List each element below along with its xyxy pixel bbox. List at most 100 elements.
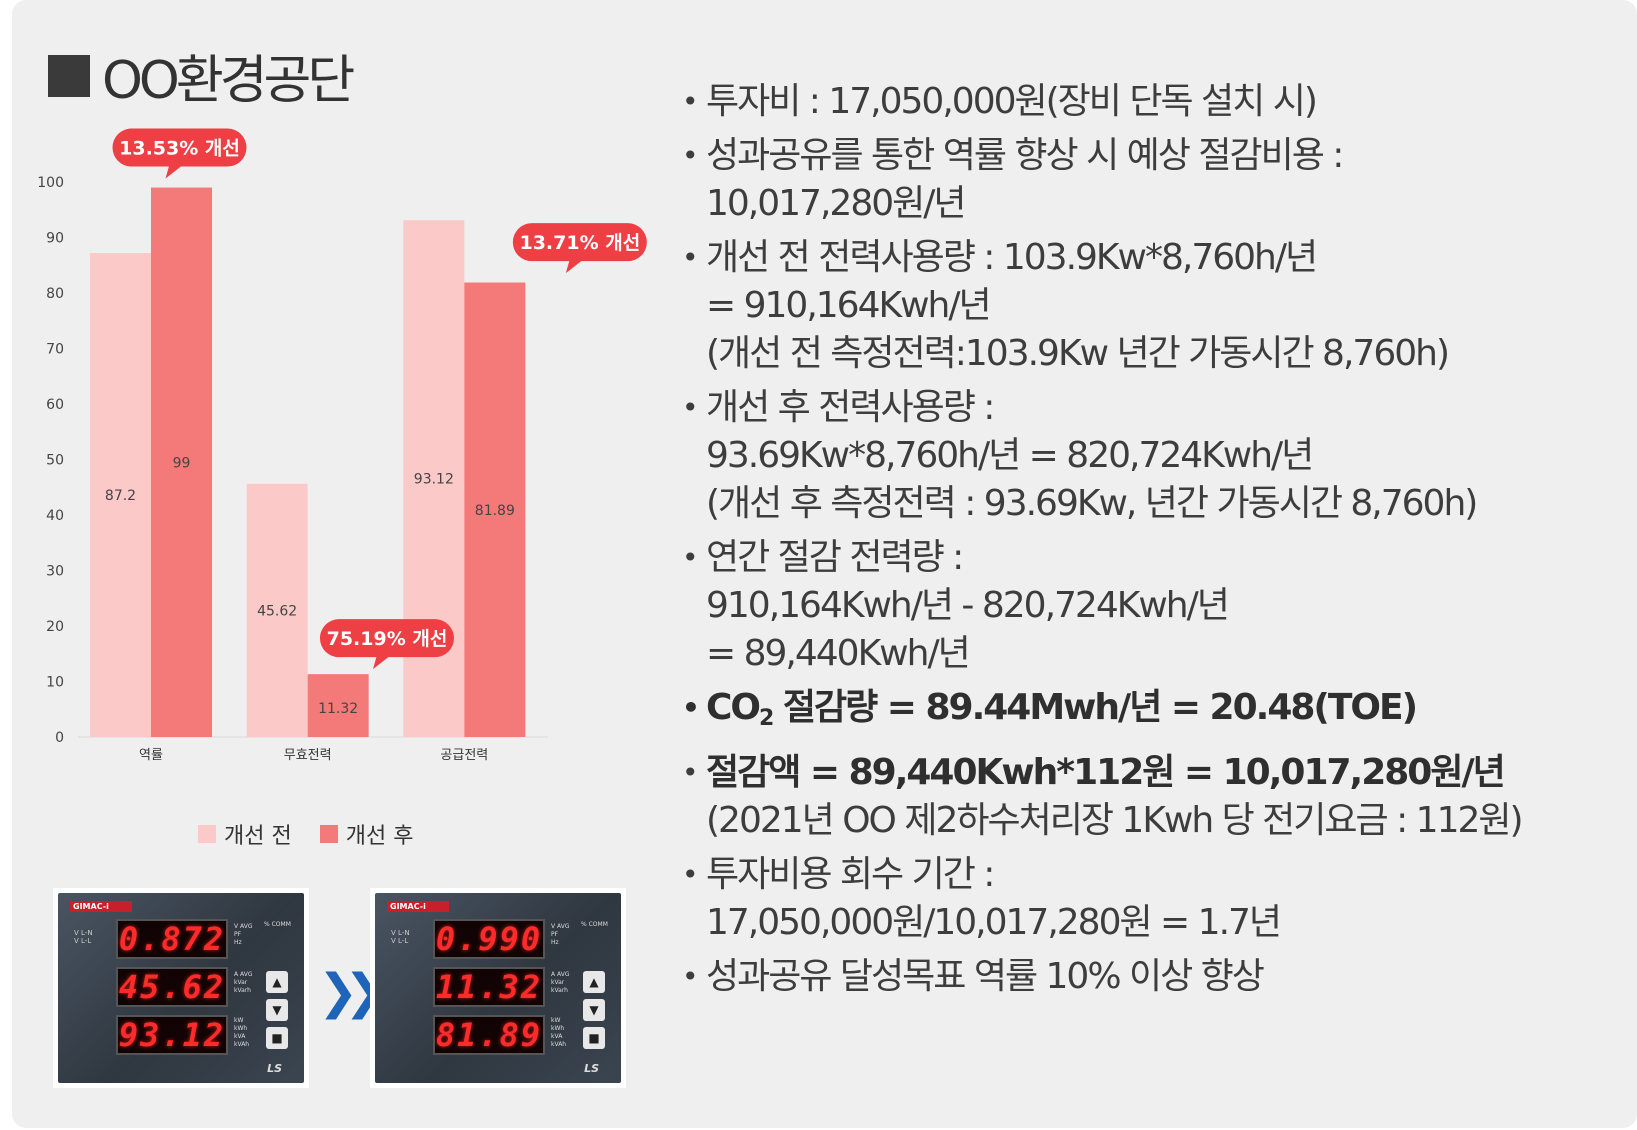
bullet-savings-amount: 절감액 = 89,440Kwh*112원 = 10,017,280원/년 (20… xyxy=(682,749,1622,845)
bullet-investment: 투자비 : 17,050,000원(장비 단독 설치 시) xyxy=(682,78,1622,126)
up-arrow-icon: ▲ xyxy=(583,971,605,993)
meter-units: V AVG PF Hz xyxy=(234,923,253,946)
meter-value: 0.872 xyxy=(118,920,226,958)
co2-rest: 절감량 = 89.44Mwh/년 = 20.48(TOE) xyxy=(772,687,1418,728)
callout-label: 13.71% 개선 xyxy=(519,232,640,254)
bar xyxy=(246,483,308,737)
y-tick-label: 30 xyxy=(46,564,64,580)
meter-value: 11.32 xyxy=(435,968,543,1006)
meter-value: 81.89 xyxy=(435,1016,543,1054)
bar xyxy=(151,187,212,738)
legend-item-before: 개선 전 xyxy=(198,818,292,850)
meter-face: GIMAC-i % COMM V L-N V L-L 0.872 45.62 93… xyxy=(58,893,304,1083)
legend-label-before: 개선 전 xyxy=(224,824,292,849)
x-tick-label: 무효전력 xyxy=(284,748,332,763)
bullet-annual-reduction: 연간 절감 전력량 : 910,164Kwh/년 - 820,724Kwh/년 … xyxy=(682,534,1622,678)
legend-swatch-after xyxy=(319,825,338,843)
bullet-power-after: 개선 후 전력사용량 : 93.69Kw*8,760h/년 = 820,724K… xyxy=(682,384,1622,528)
y-tick-label: 10 xyxy=(46,675,64,691)
bullet-co2-reduction: CO2 절감량 = 89.44Mwh/년 = 20.48(TOE) xyxy=(682,684,1622,743)
co2-subscript: 2 xyxy=(759,706,774,731)
y-tick-label: 50 xyxy=(46,453,64,469)
x-tick-label: 역률 xyxy=(139,748,163,763)
callout-label: 13.53% 개선 xyxy=(119,138,240,160)
meter-comm-label: % COMM xyxy=(581,921,608,928)
meter-logo: LS xyxy=(584,1062,599,1075)
meter-label: V L-N V L-L xyxy=(74,929,93,945)
bar-chart: 0 10 20 30 40 50 60 70 80 90 100 87.2 99 역률 45.62 11.32… xyxy=(37,128,647,763)
bullet-payback-period: 투자비용 회수 기간 : 17,050,000원/10,017,280원 = 1… xyxy=(682,851,1622,947)
callout-tail xyxy=(565,259,584,274)
meter-label: V L-N V L-L xyxy=(391,929,410,945)
y-tick-label: 0 xyxy=(55,730,64,746)
meter-value: 45.62 xyxy=(118,968,226,1006)
meter-display-row: 93.12 xyxy=(116,1015,228,1055)
callout-bubble xyxy=(512,223,647,262)
title-square-icon xyxy=(48,54,90,97)
callout-tail xyxy=(372,655,391,670)
meter-brand: GIMAC-i xyxy=(387,901,449,912)
bullet-list: 투자비 : 17,050,000원(장비 단독 설치 시) 성과공유를 통한 역… xyxy=(682,78,1622,1007)
meter-value: 0.990 xyxy=(435,920,543,958)
data-label: 87.2 xyxy=(105,488,136,504)
bar xyxy=(90,253,151,738)
y-tick-label: 80 xyxy=(46,286,64,302)
bar xyxy=(307,674,369,737)
bullet-line: 17,050,000원/10,017,280원 = 1.7년 xyxy=(706,902,1282,943)
square-button-icon: ■ xyxy=(583,1027,605,1049)
y-tick-label: 70 xyxy=(46,342,64,358)
data-label: 81.89 xyxy=(475,503,515,519)
callout-bubble xyxy=(112,128,247,167)
square-button-icon: ■ xyxy=(266,1027,288,1049)
data-label: 45.62 xyxy=(257,603,297,619)
bullet-note: (2021년 OO 제2하수처리장 1Kwh 당 전기요금 : 112원) xyxy=(706,800,1524,841)
bullet-line: 10,017,280원/년 xyxy=(706,183,967,224)
bullet-line: CO2 절감량 = 89.44Mwh/년 = 20.48(TOE) xyxy=(706,684,1622,743)
meter-display-row: 81.89 xyxy=(433,1015,545,1055)
meter-brand: GIMAC-i xyxy=(70,901,132,912)
bullet-line: 투자비 : 17,050,000원(장비 단독 설치 시) xyxy=(706,81,1318,122)
down-arrow-icon: ▼ xyxy=(266,999,288,1021)
bullet-line: 투자비용 회수 기간 : xyxy=(706,854,995,895)
bullet-power-before: 개선 전 전력사용량 : 103.9Kw*8,760h/년 = 910,164K… xyxy=(682,234,1622,378)
meter-units: A AVG kVar kVarh xyxy=(234,971,253,994)
page-title-text: OO환경공단 xyxy=(102,51,355,111)
bullet-line: 성과공유 달성목표 역률 10% 이상 향상 xyxy=(706,956,1265,997)
data-label: 93.12 xyxy=(414,472,454,488)
bullet-line: 연간 절감 전력량 : xyxy=(706,537,964,578)
legend-swatch-before xyxy=(198,825,216,843)
legend-item-after: 개선 후 xyxy=(319,818,414,850)
bullet-line: = 89,440Kwh/년 xyxy=(706,633,971,674)
meter-face: GIMAC-i % COMM V L-N V L-L 0.990 11.32 81… xyxy=(375,893,621,1083)
bullet-line: (개선 후 측정전력 : 93.69Kw, 년간 가동시간 8,760h) xyxy=(706,483,1478,524)
data-label: 99 xyxy=(173,455,191,471)
meter-value: 93.12 xyxy=(118,1016,226,1054)
up-arrow-icon: ▲ xyxy=(266,971,288,993)
meter-units: A AVG kVar kVarh xyxy=(551,971,570,994)
bullet-line: 절감액 = 89,440Kwh*112원 = 10,017,280원/년 xyxy=(706,752,1506,793)
y-tick-label: 40 xyxy=(46,508,64,524)
legend-label-after: 개선 후 xyxy=(345,824,414,849)
meter-units: V AVG PF Hz xyxy=(551,923,570,946)
meter-units: kW kWh kVA kVAh xyxy=(234,1017,250,1048)
bullet-line: 성과공유를 통한 역률 향상 시 예상 절감비용 : xyxy=(706,135,1344,176)
bullet-line: 910,164Kwh/년 - 820,724Kwh/년 xyxy=(706,585,1230,626)
meter-units: kW kWh kVA kVAh xyxy=(551,1017,567,1048)
double-chevron-right-icon: ❯❯ xyxy=(318,964,385,1020)
bullet-line: 개선 전 전력사용량 : 103.9Kw*8,760h/년 xyxy=(706,237,1318,278)
co2-text: CO xyxy=(706,687,761,728)
meter-photo-after: GIMAC-i % COMM V L-N V L-L 0.990 11.32 81… xyxy=(370,888,626,1088)
meter-logo: LS xyxy=(267,1062,282,1075)
bullet-goal: 성과공유 달성목표 역률 10% 이상 향상 xyxy=(682,953,1622,1001)
y-tick-label: 100 xyxy=(37,175,64,191)
meter-display-row: 11.32 xyxy=(433,967,545,1007)
chart-legend: 개선 전 개선 후 xyxy=(198,818,441,850)
page-title: OO환경공단 xyxy=(48,38,355,113)
y-tick-label: 20 xyxy=(46,619,64,635)
callout-label: 75.19% 개선 xyxy=(327,628,448,650)
callout-bubble xyxy=(319,619,454,658)
x-tick-label: 공급전력 xyxy=(440,748,488,763)
bullet-line: 개선 후 전력사용량 : xyxy=(706,387,995,428)
bar xyxy=(464,282,526,737)
bullet-line: (개선 전 측정전력:103.9Kw 년간 가동시간 8,760h) xyxy=(706,333,1450,374)
